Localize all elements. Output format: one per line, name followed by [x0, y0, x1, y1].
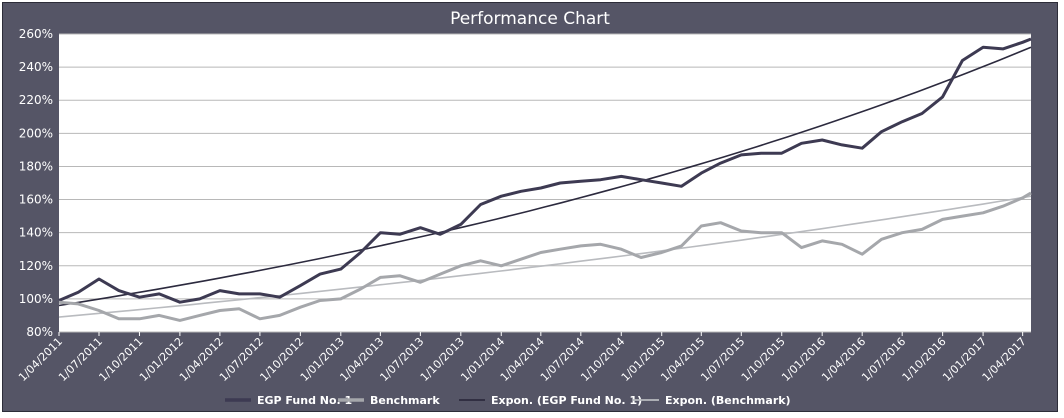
legend-label: EGP Fund No. 1 — [257, 394, 352, 407]
y-tick-label: 180% — [19, 159, 53, 173]
trendline-2 — [58, 46, 1032, 307]
performance-chart: 80%100%120%140%160%180%200%220%240%260% … — [16, 27, 1032, 407]
legend-label: Benchmark — [370, 394, 440, 407]
gridlines — [59, 33, 1031, 333]
y-tick-label: 80% — [26, 325, 53, 339]
y-tick-label: 140% — [19, 226, 53, 240]
y-tick-label: 260% — [19, 27, 53, 41]
series-lines — [58, 37, 1032, 322]
y-tick-label: 120% — [19, 259, 53, 273]
trendline-3 — [58, 195, 1032, 318]
x-axis: 1/04/20111/07/20111/10/20111/01/20121/04… — [16, 332, 1029, 384]
chart-title: Performance Chart — [450, 9, 610, 29]
legend-label: Expon. (Benchmark) — [665, 394, 791, 407]
y-tick-label: 220% — [19, 93, 53, 107]
y-tick-label: 100% — [19, 292, 53, 306]
legend-label: Expon. (EGP Fund No. 1) — [491, 394, 642, 407]
series-line-0 — [58, 37, 1032, 304]
series-line-1 — [58, 191, 1032, 322]
y-tick-label: 160% — [19, 193, 53, 207]
y-axis: 80% 100% 120% 140% 160% 180% 200% 220% 240% 260% — [19, 27, 53, 339]
legend: EGP Fund No. 1 Benchmark Expon. (EGP Fund … — [225, 394, 791, 407]
chart-frame: Performance Chart 80% 100% 120% 140% 160% 180… — [2, 2, 1058, 412]
plot-area — [59, 34, 1031, 332]
trendlines — [58, 46, 1032, 318]
y-tick-label: 240% — [19, 60, 53, 74]
y-tick-label: 200% — [19, 126, 53, 140]
